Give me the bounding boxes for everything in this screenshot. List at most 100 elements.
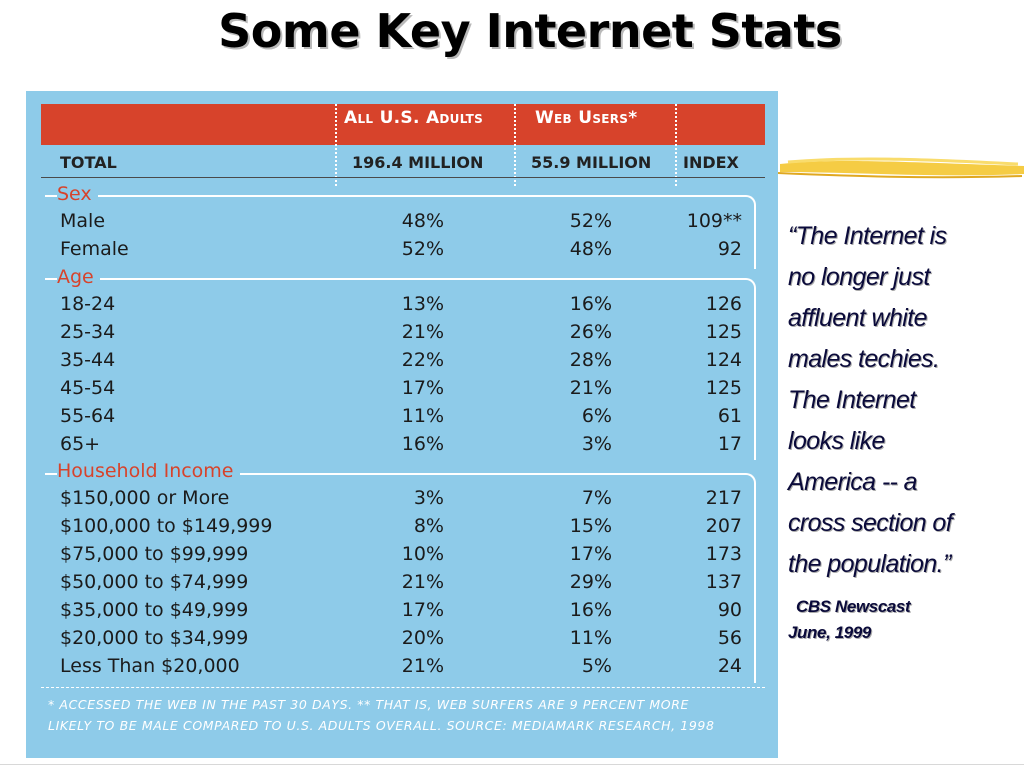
cell-all-adults: 21%: [401, 571, 444, 593]
row-label: $150,000 or More: [60, 487, 230, 509]
section-label-income: Household Income: [57, 460, 240, 482]
table-footnote: * ACCESSED THE WEB IN THE PAST 30 DAYS. …: [48, 694, 768, 736]
cell-all-adults: 48%: [401, 210, 444, 232]
table-row: Female 52% 48% 92: [26, 238, 778, 266]
cell-all-adults: 16%: [401, 433, 444, 455]
bottom-divider: [0, 764, 1024, 765]
cell-all-adults: 20%: [401, 627, 444, 649]
cell-all-adults: 17%: [401, 599, 444, 621]
table-row: Male 48% 52% 109**: [26, 210, 778, 238]
section-bracket: [45, 195, 756, 269]
cell-index: 109**: [686, 210, 742, 232]
table-row: 35-44 22% 28% 124: [26, 349, 778, 377]
cell-web-users: 52%: [569, 210, 612, 232]
cell-all-adults: 52%: [401, 238, 444, 260]
cell-all-adults: 13%: [401, 293, 444, 315]
quote-line: the population.”: [788, 550, 951, 578]
quote-line: affluent white: [788, 304, 928, 332]
row-label: 25-34: [60, 321, 116, 343]
quote-line: America -- a: [788, 468, 918, 496]
row-label: $75,000 to $99,999: [60, 543, 249, 565]
row-label: 65+: [60, 433, 101, 455]
cell-index: 56: [717, 627, 742, 649]
cell-web-users: 5%: [581, 655, 612, 677]
col-header-web-users: Web Users*: [535, 108, 638, 128]
table-row: $150,000 or More 3% 7% 217: [26, 487, 778, 515]
cell-index: 217: [705, 487, 742, 509]
row-label: $50,000 to $74,999: [60, 571, 249, 593]
row-label: 18-24: [60, 293, 116, 315]
quote-line: The Internet: [788, 386, 916, 414]
table-row: $75,000 to $99,999 10% 17% 173: [26, 543, 778, 571]
row-label: Female: [60, 238, 129, 260]
table-row: $20,000 to $34,999 20% 11% 56: [26, 627, 778, 655]
source-date: June, 1999: [788, 623, 871, 642]
highlight-edge: [778, 172, 1023, 179]
footnote-divider: [41, 687, 765, 688]
cell-web-users: 29%: [569, 571, 612, 593]
total-all-adults: 196.4 MILLION: [352, 153, 484, 172]
table-row: 18-24 13% 16% 126: [26, 293, 778, 321]
cell-all-adults: 21%: [401, 321, 444, 343]
cell-index: 207: [705, 515, 742, 537]
cell-web-users: 17%: [569, 543, 612, 565]
cell-web-users: 11%: [569, 627, 612, 649]
cell-web-users: 16%: [569, 599, 612, 621]
quote-source: CBS Newscast June, 1999: [788, 594, 911, 646]
cell-web-users: 3%: [581, 433, 612, 455]
cell-index: 17: [717, 433, 742, 455]
cell-index: 125: [705, 321, 742, 343]
cell-web-users: 26%: [569, 321, 612, 343]
quote-line: looks like: [788, 427, 885, 455]
cell-index: 92: [717, 238, 742, 260]
quote-line: cross section of: [788, 509, 953, 537]
yellow-highlight-stroke: [778, 157, 1024, 179]
total-web-users: 55.9 MILLION: [531, 153, 652, 172]
total-index-header: INDEX: [683, 153, 739, 172]
table-row: Less Than $20,000 21% 5% 24: [26, 655, 778, 683]
cell-index: 125: [705, 377, 742, 399]
table-row: 55-64 11% 6% 61: [26, 405, 778, 433]
cell-web-users: 15%: [569, 515, 612, 537]
slide-title: Some Key Internet Stats: [218, 4, 842, 58]
cell-index: 90: [717, 599, 742, 621]
cell-index: 173: [705, 543, 742, 565]
row-label: 35-44: [60, 349, 116, 371]
cell-all-adults: 8%: [413, 515, 444, 537]
cell-all-adults: 21%: [401, 655, 444, 677]
cell-web-users: 16%: [569, 293, 612, 315]
cell-all-adults: 17%: [401, 377, 444, 399]
section-label-sex: Sex: [57, 183, 98, 205]
cell-all-adults: 10%: [401, 543, 444, 565]
highlight-sheen: [787, 157, 1019, 166]
cell-web-users: 7%: [581, 487, 612, 509]
cell-web-users: 28%: [569, 349, 612, 371]
table-row: 65+ 16% 3% 17: [26, 433, 778, 461]
row-label: Less Than $20,000: [60, 655, 240, 677]
quote-line: males techies.: [788, 345, 940, 373]
quote-line: “The Internet is: [788, 222, 947, 250]
column-divider: [514, 104, 516, 186]
column-divider: [675, 104, 677, 186]
table-row: $100,000 to $149,999 8% 15% 207: [26, 515, 778, 543]
cell-index: 61: [717, 405, 742, 427]
row-label: Male: [60, 210, 106, 232]
quote-block: “The Internet is no longer just affluent…: [788, 216, 1018, 585]
footnote-line: * ACCESSED THE WEB IN THE PAST 30 DAYS. …: [48, 697, 689, 712]
table-header-bar: [41, 104, 765, 145]
cell-all-adults: 11%: [401, 405, 444, 427]
column-divider: [335, 104, 337, 186]
section-bracket: [45, 278, 756, 460]
col-header-all-adults: All U.S. Adults: [344, 108, 484, 128]
section-bracket: [45, 473, 756, 683]
total-label: TOTAL: [60, 153, 117, 172]
footnote-line: LIKELY TO BE MALE COMPARED TO U.S. ADULT…: [48, 718, 715, 733]
cell-web-users: 6%: [581, 405, 612, 427]
row-label: 45-54: [60, 377, 116, 399]
table-row: 25-34 21% 26% 125: [26, 321, 778, 349]
row-label: $100,000 to $149,999: [60, 515, 273, 537]
stats-table: All U.S. Adults Web Users* TOTAL 196.4 M…: [26, 91, 778, 758]
table-row: $35,000 to $49,999 17% 16% 90: [26, 599, 778, 627]
table-row: 45-54 17% 21% 125: [26, 377, 778, 405]
highlight-band: [780, 160, 1024, 176]
